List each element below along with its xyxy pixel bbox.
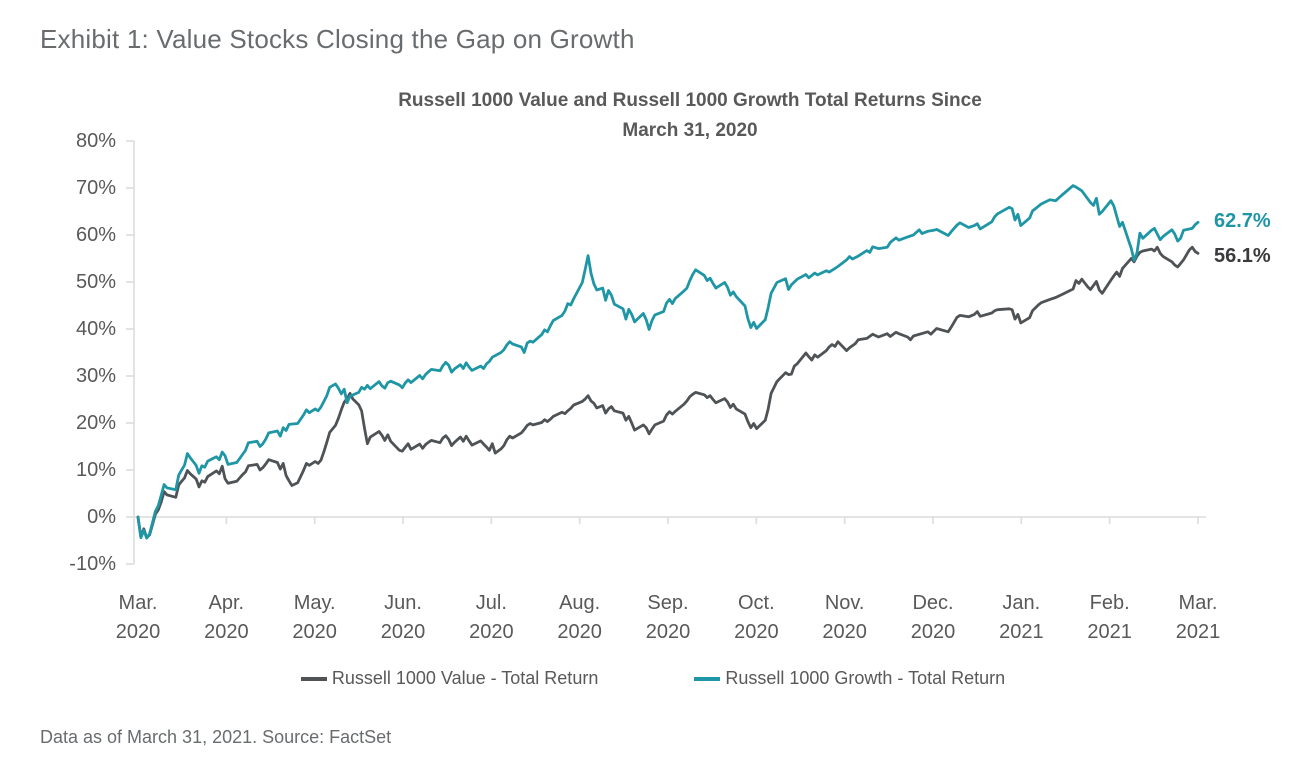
x-tick-month: Nov. — [824, 592, 865, 614]
legend-label-value: Russell 1000 Value - Total Return — [331, 668, 599, 688]
y-tick-label: -10% — [69, 553, 116, 575]
growth-end-label: 62.7% — [1214, 210, 1271, 233]
x-tick-month: May. — [293, 592, 336, 614]
x-tick-month: Mar. — [1178, 592, 1218, 614]
chart-title: Russell 1000 Value and Russell 1000 Grow… — [190, 86, 1190, 146]
x-tick-label: Feb. 2021 — [1062, 589, 1158, 647]
chart-title-line1: Russell 1000 Value and Russell 1000 Grow… — [398, 90, 982, 111]
x-tick-label: Jun. 2020 — [355, 589, 451, 647]
value-line-swatch — [300, 676, 327, 681]
y-tick-label: 60% — [75, 224, 116, 246]
x-tick-label: Jul. 2020 — [443, 589, 539, 647]
x-tick-year: 2020 — [469, 621, 514, 643]
x-tick-label: Jan. 2021 — [973, 589, 1069, 647]
x-tick-year: 2020 — [734, 621, 779, 643]
x-tick-month: Jul. — [475, 592, 507, 614]
x-tick-year: 2021 — [1087, 621, 1132, 643]
legend-label-growth: Russell 1000 Growth - Total Return — [725, 668, 1006, 688]
x-tick-year: 2020 — [910, 621, 956, 643]
growth-series-line — [136, 184, 1200, 540]
x-tick-year: 2020 — [204, 621, 249, 643]
x-tick-month: Jun. — [384, 592, 422, 614]
y-tick-label: 80% — [75, 130, 116, 152]
x-tick-label: Dec. 2020 — [885, 589, 981, 647]
y-tick-label: 20% — [75, 412, 116, 434]
y-tick-label: 10% — [75, 459, 116, 481]
x-tick-year: 2020 — [292, 621, 337, 643]
chart-title-line2: March 31, 2020 — [622, 120, 758, 141]
value-series-line — [136, 245, 1200, 540]
exhibit-title: Exhibit 1: Value Stocks Closing the Gap … — [40, 24, 635, 54]
x-tick-label: Apr. 2020 — [178, 589, 274, 647]
x-tick-label: May. 2020 — [267, 589, 363, 647]
x-tick-month: Jan. — [1002, 592, 1041, 614]
x-tick-label: Mar. 2021 — [1150, 589, 1246, 647]
x-tick-year: 2020 — [115, 621, 161, 643]
x-tick-month: Oct. — [737, 592, 775, 614]
x-tick-label: Aug. 2020 — [532, 589, 628, 647]
x-tick-month: Apr. — [208, 592, 245, 614]
y-tick-label: 30% — [75, 365, 116, 387]
x-tick-year: 2021 — [999, 621, 1044, 643]
x-tick-month: Feb. — [1089, 592, 1130, 614]
y-tick-label: 40% — [75, 318, 116, 340]
x-tick-label: Oct. 2020 — [708, 589, 804, 647]
x-tick-label: Nov. 2020 — [797, 589, 893, 647]
x-tick-year: 2020 — [822, 621, 867, 643]
growth-line-swatch — [694, 676, 721, 681]
x-tick-year: 2021 — [1175, 621, 1221, 643]
x-tick-label: Mar. 2020 — [90, 589, 186, 647]
legend-item-growth: Russell 1000 Growth - Total Return — [694, 668, 1005, 689]
x-tick-label: Sep. 2020 — [620, 589, 716, 647]
x-tick-year: 2020 — [380, 621, 426, 643]
x-tick-year: 2020 — [557, 621, 602, 643]
source-note: Data as of March 31, 2021. Source: FactS… — [40, 727, 392, 747]
x-tick-month: Mar. — [118, 592, 158, 614]
x-tick-month: Dec. — [912, 592, 954, 614]
y-tick-label: 70% — [75, 177, 116, 199]
y-tick-label: 0% — [87, 506, 116, 528]
value-end-label: 56.1% — [1214, 245, 1271, 268]
y-tick-label: 50% — [75, 271, 116, 293]
legend: Russell 1000 Value - Total Return Russel… — [0, 668, 1306, 689]
x-tick-month: Aug. — [559, 592, 601, 614]
x-tick-year: 2020 — [645, 621, 691, 643]
legend-item-value: Russell 1000 Value - Total Return — [300, 668, 599, 689]
x-tick-month: Sep. — [647, 592, 689, 614]
